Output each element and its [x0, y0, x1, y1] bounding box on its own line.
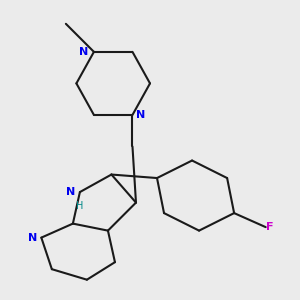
Text: F: F: [266, 222, 273, 232]
Text: H: H: [76, 201, 83, 211]
Text: N: N: [66, 187, 76, 197]
Text: N: N: [80, 47, 89, 57]
Text: N: N: [28, 232, 37, 243]
Text: N: N: [136, 110, 145, 120]
